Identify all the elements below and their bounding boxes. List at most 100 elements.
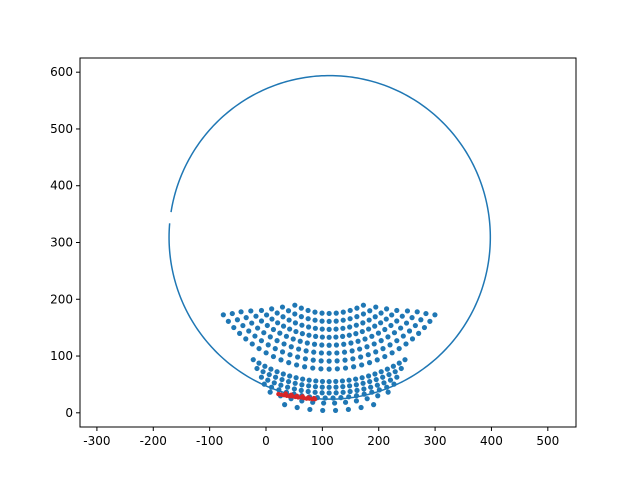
data-point: [333, 342, 340, 348]
data-point: [396, 360, 402, 366]
y-tick-label: 600: [50, 65, 73, 79]
data-point: [305, 307, 311, 314]
data-point: [353, 331, 359, 337]
data-point: [372, 314, 378, 320]
data-point: [375, 393, 381, 399]
data-point: [406, 328, 413, 334]
data-point: [364, 396, 370, 402]
data-point: [414, 309, 420, 315]
data-point: [373, 349, 379, 355]
data-point: [326, 378, 332, 385]
data-point: [292, 302, 298, 308]
data-point: [361, 386, 367, 392]
data-point: [383, 306, 390, 312]
data-point: [342, 399, 349, 405]
data-point: [330, 395, 336, 401]
data-point: [274, 310, 280, 316]
data-point: [231, 324, 237, 331]
data-point: [277, 330, 283, 336]
data-point: [270, 353, 277, 360]
data-point: [360, 311, 367, 317]
data-point: [339, 378, 346, 384]
data-point: [290, 336, 296, 342]
data-point: [349, 348, 355, 354]
data-point: [391, 330, 398, 336]
data-point: [354, 387, 360, 393]
axes-frame: [79, 57, 577, 428]
y-tick-label: 300: [50, 236, 73, 250]
data-point: [333, 318, 339, 324]
data-point: [305, 388, 311, 395]
data-point: [362, 336, 368, 342]
data-point: [341, 341, 347, 347]
data-point: [332, 400, 338, 406]
data-point: [340, 325, 346, 331]
plot-background: [80, 58, 576, 427]
data-point: [286, 317, 292, 323]
data-point: [372, 371, 378, 377]
data-point: [340, 317, 346, 323]
data-point: [332, 407, 339, 414]
data-point: [256, 360, 262, 366]
data-point: [394, 318, 400, 324]
data-point: [367, 308, 373, 314]
data-point: [292, 380, 298, 386]
x-tick-label: 0: [262, 434, 270, 448]
data-point: [283, 333, 290, 339]
data-point: [394, 338, 400, 344]
data-point: [373, 304, 379, 310]
data-point: [387, 342, 393, 348]
data-point: [261, 381, 267, 387]
data-point: [326, 334, 332, 340]
data-point: [334, 350, 340, 356]
data-point: [398, 325, 404, 331]
data-point: [359, 362, 365, 368]
data-point: [253, 313, 259, 319]
data-point: [312, 317, 318, 323]
highlight-point: [283, 391, 288, 396]
data-point: [427, 318, 433, 324]
data-point: [394, 307, 400, 314]
data-point: [326, 384, 332, 390]
data-point: [412, 322, 418, 329]
data-point: [334, 358, 340, 364]
data-point: [385, 334, 391, 340]
data-point: [278, 382, 284, 388]
data-point: [340, 384, 346, 390]
data-point: [334, 366, 340, 372]
data-point: [318, 366, 324, 372]
data-point: [279, 349, 286, 355]
data-point: [302, 364, 308, 370]
data-point: [333, 384, 339, 390]
data-point: [376, 387, 382, 393]
data-point: [326, 326, 332, 332]
data-point: [358, 404, 364, 411]
data-point: [404, 308, 411, 314]
data-point: [342, 365, 349, 371]
data-point: [234, 317, 241, 323]
data-point: [243, 315, 249, 321]
data-point: [366, 360, 373, 366]
data-point: [319, 326, 325, 332]
data-point: [280, 323, 287, 329]
data-point: [353, 376, 359, 382]
data-point: [249, 341, 255, 347]
data-point: [378, 320, 384, 326]
data-point: [274, 369, 280, 375]
data-point: [285, 378, 292, 385]
data-point: [361, 391, 367, 397]
data-point: [295, 354, 301, 360]
data-point: [272, 374, 279, 380]
data-point: [346, 377, 352, 383]
data-point: [265, 377, 271, 383]
x-tick-label: -200: [140, 434, 167, 448]
data-point: [268, 384, 275, 390]
data-point: [388, 322, 394, 329]
data-point: [353, 382, 359, 388]
data-point: [347, 324, 353, 330]
data-point: [409, 336, 416, 342]
y-tick-label: 200: [50, 292, 73, 306]
data-point: [313, 378, 319, 384]
data-point: [365, 352, 371, 358]
